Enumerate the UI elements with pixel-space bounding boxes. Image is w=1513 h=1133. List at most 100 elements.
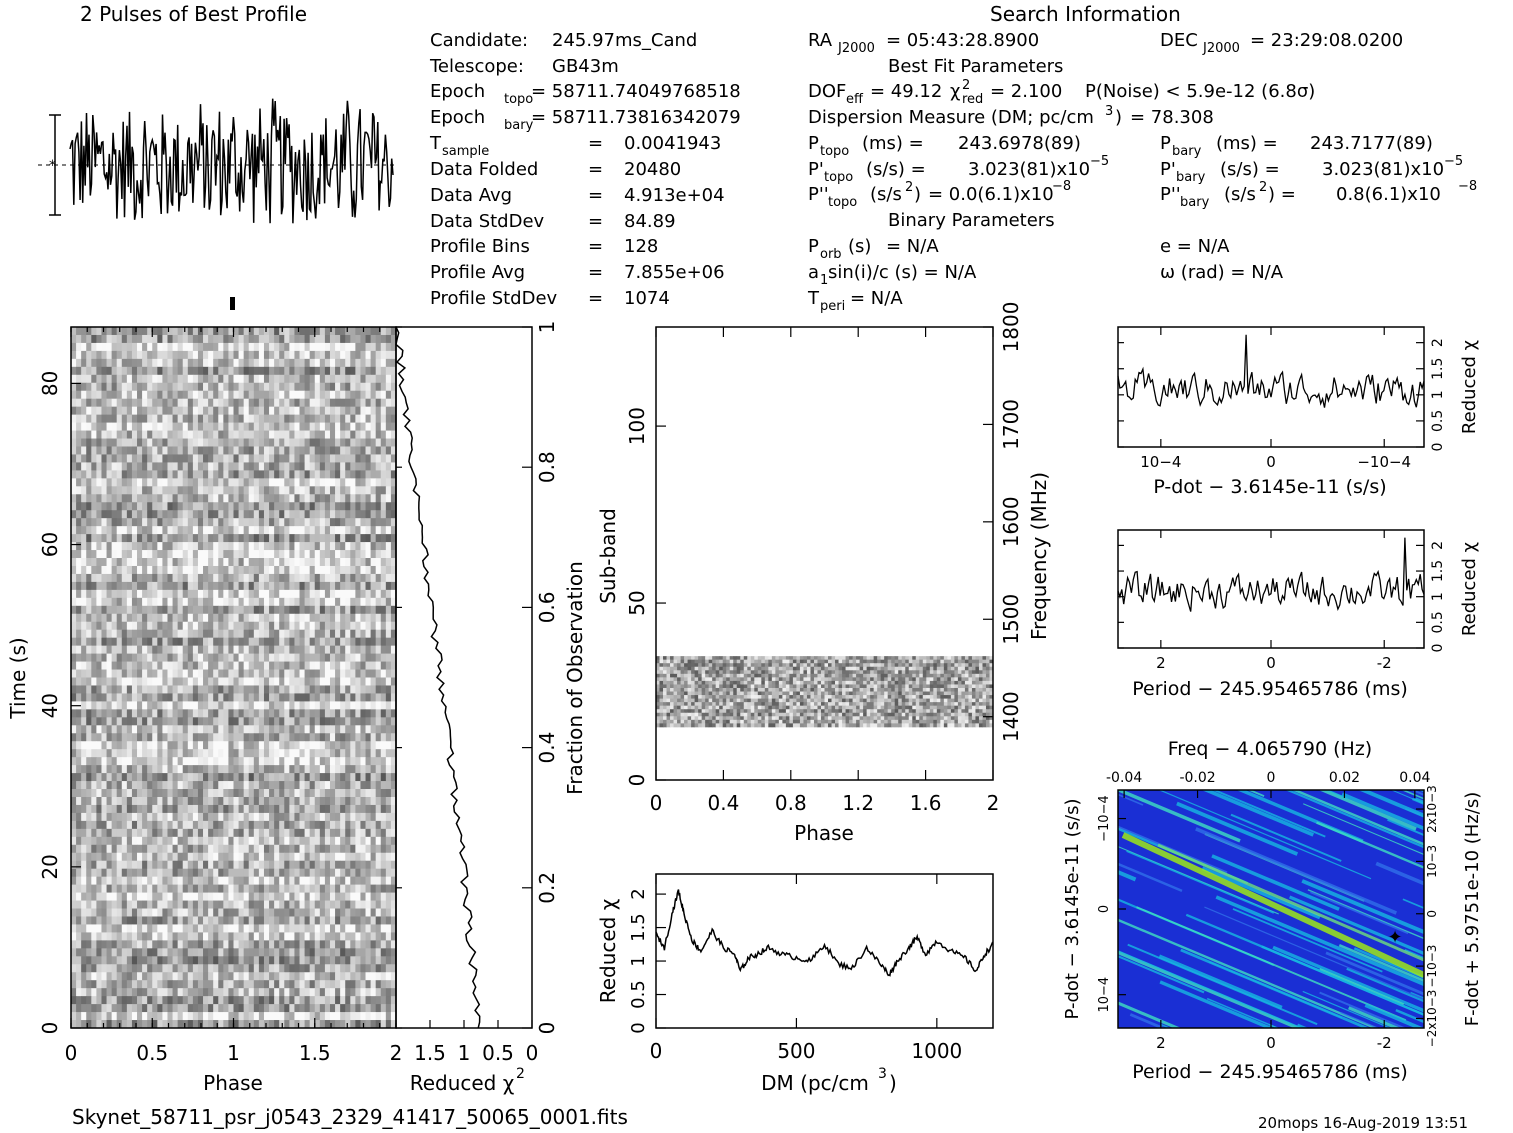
heatmap-cell bbox=[233, 478, 239, 487]
heatmap-cell bbox=[274, 900, 280, 909]
heatmap-cell bbox=[71, 876, 77, 886]
heatmap-cell bbox=[289, 534, 295, 543]
heatmap-cell bbox=[345, 374, 351, 384]
heatmap-cell bbox=[294, 382, 300, 392]
heatmap-cell bbox=[208, 558, 214, 567]
heatmap-cell bbox=[81, 852, 87, 862]
heatmap-cell bbox=[91, 725, 97, 734]
heatmap-cell bbox=[263, 605, 270, 615]
heatmap-cell bbox=[390, 828, 397, 838]
heatmap-cell bbox=[360, 812, 366, 822]
heatmap-cell bbox=[314, 430, 321, 439]
heatmap-cell bbox=[147, 844, 153, 854]
heatmap-cell bbox=[162, 765, 168, 774]
heatmap-cell bbox=[203, 932, 209, 941]
heatmap-cell bbox=[253, 868, 260, 878]
heatmap-cell bbox=[177, 669, 184, 678]
heatmap-cell bbox=[299, 422, 305, 431]
heatmap-cell bbox=[116, 358, 123, 368]
heatmap-cell bbox=[172, 534, 179, 543]
heatmap-cell bbox=[162, 820, 168, 830]
heatmap-cell bbox=[187, 709, 194, 718]
heatmap-cell bbox=[299, 796, 305, 806]
heatmap-cell bbox=[228, 446, 234, 455]
heatmap-cell bbox=[137, 828, 143, 838]
heatmap-cell bbox=[329, 327, 336, 336]
heatmap-cell bbox=[218, 900, 224, 909]
heatmap-cell bbox=[192, 342, 199, 352]
heatmap-cell bbox=[253, 717, 260, 726]
heatmap-cell bbox=[218, 342, 224, 352]
heatmap-cell bbox=[131, 789, 138, 798]
heatmap-cell bbox=[263, 701, 270, 710]
heatmap-cell bbox=[263, 781, 270, 790]
heatmap-cell bbox=[390, 900, 397, 909]
heatmap-cell bbox=[192, 796, 199, 806]
heatmap-cell bbox=[197, 526, 204, 535]
heatmap-cell bbox=[314, 661, 321, 670]
heatmap-cell bbox=[106, 924, 113, 933]
heatmap-cell bbox=[263, 390, 270, 400]
heatmap-cell bbox=[269, 812, 275, 822]
heatmap-cell bbox=[375, 390, 382, 400]
heatmap-cell bbox=[131, 796, 138, 806]
heatmap-cell bbox=[319, 852, 326, 862]
heatmap-cell bbox=[177, 382, 184, 392]
heatmap-cell bbox=[299, 717, 305, 726]
heatmap-cell bbox=[137, 701, 143, 710]
heatmap-cell bbox=[274, 669, 280, 678]
heatmap-cell bbox=[375, 502, 382, 511]
heatmap-cell bbox=[197, 765, 204, 774]
heatmap-cell bbox=[126, 550, 133, 559]
heatmap-cell bbox=[86, 924, 92, 933]
heatmap-cell bbox=[345, 327, 351, 336]
heatmap-cell bbox=[335, 422, 341, 431]
heatmap-cell bbox=[279, 733, 285, 742]
heatmap-cell bbox=[263, 717, 270, 726]
heatmap-cell bbox=[228, 669, 234, 678]
heatmap-cell bbox=[289, 542, 295, 551]
heatmap-cell bbox=[355, 510, 361, 519]
heatmap-cell bbox=[345, 781, 351, 790]
heatmap-cell bbox=[101, 518, 107, 527]
heatmap-cell bbox=[96, 382, 102, 392]
heatmap-cell bbox=[218, 924, 224, 933]
heatmap-cell bbox=[137, 350, 143, 360]
heatmap-cell bbox=[121, 398, 128, 408]
heatmap-cell bbox=[81, 526, 87, 535]
heatmap-cell bbox=[329, 446, 336, 455]
heatmap-cell bbox=[289, 494, 295, 503]
heatmap-cell bbox=[101, 486, 107, 495]
heatmap-cell bbox=[203, 725, 209, 734]
heatmap-cell bbox=[106, 884, 113, 893]
heatmap-cell bbox=[284, 725, 290, 734]
heatmap-cell bbox=[248, 669, 255, 678]
heatmap-cell bbox=[345, 709, 351, 718]
heatmap-cell bbox=[203, 828, 209, 838]
heatmap-cell bbox=[116, 677, 123, 686]
heatmap-cell bbox=[203, 518, 209, 527]
heatmap-cell bbox=[263, 876, 270, 886]
heatmap-cell bbox=[365, 677, 372, 686]
heatmap-cell bbox=[218, 661, 224, 670]
heatmap-cell bbox=[269, 470, 275, 479]
heatmap-cell bbox=[218, 446, 224, 455]
heatmap-cell bbox=[345, 629, 351, 639]
heatmap-cell bbox=[137, 900, 143, 909]
heatmap-cell bbox=[289, 502, 295, 511]
heatmap-cell bbox=[279, 390, 285, 400]
heatmap-cell bbox=[203, 542, 209, 551]
heatmap-cell bbox=[101, 932, 107, 941]
heatmap-cell bbox=[263, 844, 270, 854]
heatmap-cell bbox=[121, 924, 128, 933]
heatmap-cell bbox=[142, 765, 148, 774]
heatmap-cell bbox=[167, 542, 173, 551]
heatmap-cell bbox=[182, 828, 189, 838]
heatmap-cell bbox=[91, 749, 97, 758]
heatmap-cell bbox=[289, 390, 295, 400]
heatmap-cell bbox=[238, 350, 245, 360]
heatmap-cell bbox=[152, 573, 158, 583]
heatmap-cell bbox=[335, 637, 341, 647]
heatmap-cell bbox=[365, 629, 372, 639]
heatmap-cell bbox=[279, 454, 285, 463]
